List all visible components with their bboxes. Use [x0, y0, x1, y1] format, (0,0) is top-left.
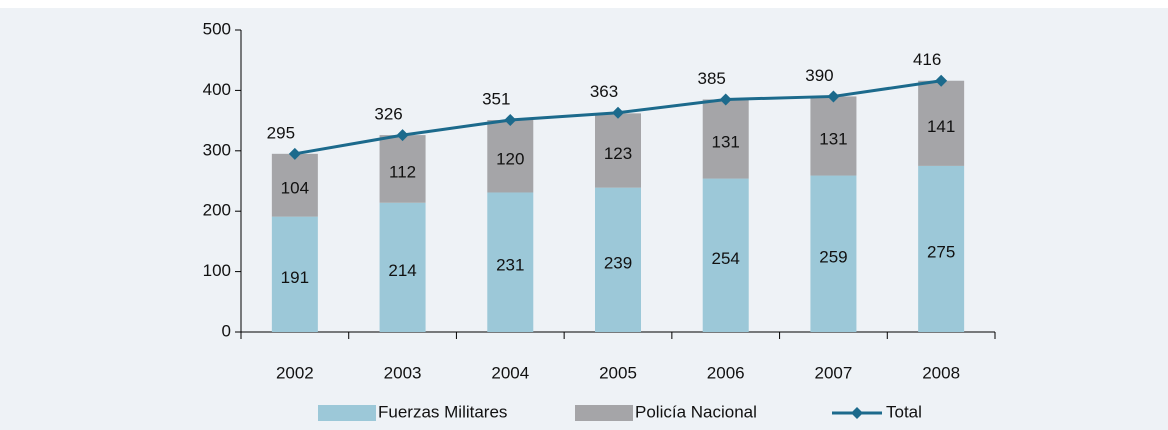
total-marker [719, 93, 732, 106]
total-marker [396, 129, 409, 142]
total-marker [827, 90, 840, 103]
total-marker [288, 147, 301, 160]
bar-segment [918, 80, 965, 166]
legend-label: Total [886, 402, 922, 421]
y-tick-label: 100 [203, 261, 231, 280]
bar-segment [379, 135, 426, 203]
total-label: 385 [698, 69, 726, 88]
bar-segment [487, 192, 534, 332]
y-tick-label: 500 [203, 19, 231, 38]
value-label: 104 [281, 179, 309, 198]
legend-swatch [318, 405, 376, 421]
legend-label: Policía Nacional [635, 402, 757, 421]
legend-swatch [575, 405, 633, 421]
y-tick-label: 400 [203, 80, 231, 99]
bar-segment [918, 165, 965, 332]
total-label: 326 [374, 105, 402, 124]
bar-segment [702, 178, 749, 332]
x-tick-label: 2007 [815, 363, 853, 382]
total-label: 416 [913, 50, 941, 69]
value-label: 131 [819, 129, 847, 148]
x-tick-label: 2004 [491, 363, 529, 382]
total-marker [504, 113, 517, 126]
value-label: 254 [712, 249, 740, 268]
x-tick-label: 2005 [599, 363, 637, 382]
bar-segment [379, 202, 426, 332]
value-label: 259 [819, 247, 847, 266]
bar-segment [810, 175, 857, 332]
bar-segment [702, 99, 749, 179]
total-marker [935, 74, 948, 87]
y-tick-label: 0 [222, 321, 231, 340]
value-label: 214 [388, 261, 416, 280]
total-label: 363 [590, 82, 618, 101]
x-tick-label: 2002 [276, 363, 314, 382]
value-label: 141 [927, 117, 955, 136]
y-tick-label: 200 [203, 201, 231, 220]
y-tick-label: 300 [203, 140, 231, 159]
value-label: 191 [281, 268, 309, 287]
x-tick-label: 2003 [384, 363, 422, 382]
bar-segment [595, 187, 641, 332]
value-label: 120 [496, 150, 524, 169]
value-label: 112 [389, 162, 416, 181]
x-tick-label: 2008 [922, 363, 960, 382]
x-tick-label: 2006 [707, 363, 745, 382]
value-label: 131 [712, 133, 740, 152]
total-label: 295 [267, 123, 295, 142]
bar-segment [595, 113, 641, 188]
value-label: 231 [496, 256, 524, 275]
value-label: 275 [927, 242, 955, 261]
total-label: 390 [805, 66, 833, 85]
legend-label: Fuerzas Militares [378, 402, 507, 421]
value-label: 123 [604, 144, 632, 163]
bar-segment [810, 96, 857, 176]
background [0, 8, 1168, 430]
legend-marker [851, 407, 863, 419]
bar-segment [487, 119, 534, 193]
bar-segment [271, 153, 318, 217]
total-label: 351 [482, 89, 510, 108]
value-label: 239 [604, 253, 632, 272]
total-marker [612, 106, 624, 119]
bar-segment [271, 216, 318, 332]
